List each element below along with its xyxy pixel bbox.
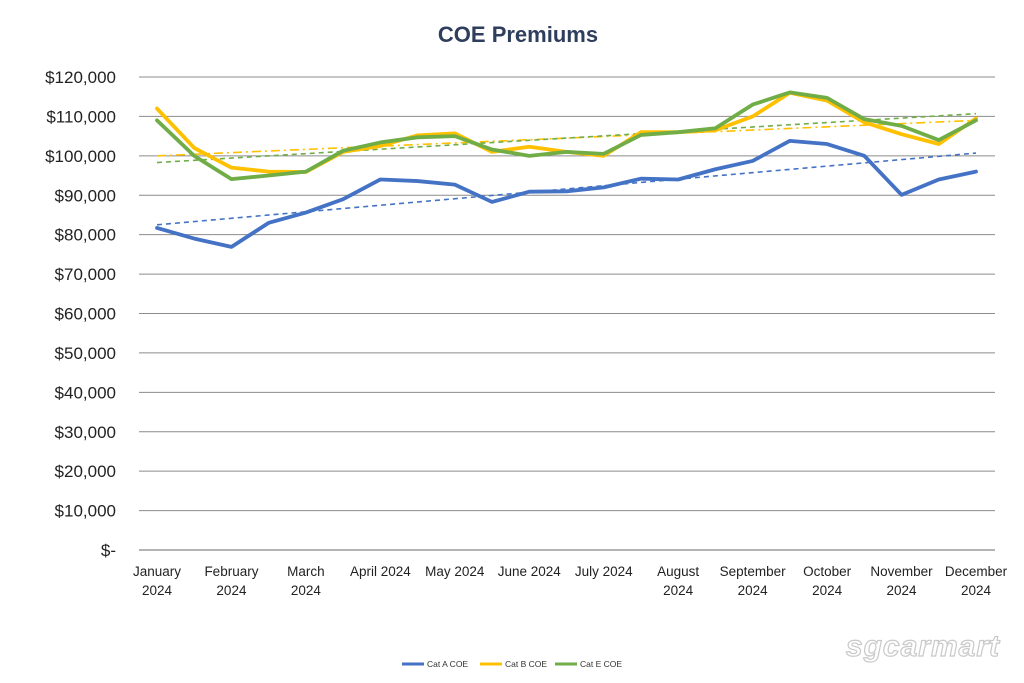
- trendline-2: [156, 119, 977, 157]
- x-tick-label: July 2024: [575, 564, 633, 579]
- x-tick-label: May 2024: [425, 564, 485, 579]
- x-axis: January 2024 February 2024 March 2024 April 20…: [133, 564, 1008, 598]
- x-tick-label: October: [803, 564, 852, 579]
- x-tick-label-line2: 2024: [291, 583, 322, 598]
- gridlines: [139, 76, 995, 551]
- chart-title: COE Premiums: [438, 22, 598, 47]
- y-tick-label: $100,000: [45, 147, 116, 166]
- legend-label: Cat E COE: [580, 659, 622, 669]
- series-line-3: [155, 90, 978, 181]
- x-tick-label: August: [657, 564, 699, 579]
- x-tick-label-line2: 2024: [738, 583, 769, 598]
- legend: Cat A COE Cat B COE Cat E COE: [402, 659, 622, 669]
- x-tick-label: December: [945, 564, 1008, 579]
- x-tick-label-line2: 2024: [216, 583, 247, 598]
- trendlines: [156, 112, 977, 226]
- y-tick-label: $-: [101, 541, 116, 560]
- y-tick-label: $80,000: [55, 226, 116, 245]
- x-tick-label: March: [287, 564, 325, 579]
- y-tick-label: $20,000: [55, 462, 116, 481]
- x-tick-label-line2: 2024: [961, 583, 992, 598]
- y-tick-label: $30,000: [55, 423, 116, 442]
- trendline-3: [156, 112, 977, 164]
- legend-label: Cat A COE: [427, 659, 468, 669]
- y-tick-label: $40,000: [55, 383, 116, 402]
- y-axis: $- $10,000 $20,000 $30,000 $40,000 $50,000 $60…: [45, 68, 116, 560]
- x-tick-label: January: [133, 564, 181, 579]
- x-tick-label-line2: 2024: [663, 583, 694, 598]
- y-tick-label: $120,000: [45, 68, 116, 87]
- x-tick-label-line2: 2024: [887, 583, 918, 598]
- y-tick-label: $110,000: [46, 107, 116, 126]
- x-tick-label-line2: 2024: [142, 583, 173, 598]
- y-tick-label: $50,000: [55, 344, 116, 363]
- watermark-logo: sgcarmart: [846, 630, 1001, 663]
- x-tick-label: September: [720, 564, 787, 579]
- x-tick-label: June 2024: [498, 564, 562, 579]
- y-tick-label: $90,000: [55, 186, 116, 205]
- x-tick-label-line2: 2024: [812, 583, 843, 598]
- y-tick-label: $70,000: [55, 265, 116, 284]
- y-tick-label: $60,000: [55, 305, 116, 324]
- trendline-1: [156, 152, 977, 226]
- y-tick-label: $10,000: [55, 502, 116, 521]
- x-tick-label: February: [204, 564, 258, 579]
- legend-label: Cat B COE: [505, 659, 547, 669]
- series-lines: [155, 90, 978, 249]
- series-line-1: [155, 138, 978, 249]
- x-tick-label: November: [870, 564, 933, 579]
- x-tick-label: April 2024: [350, 564, 411, 579]
- series-line-2: [155, 90, 978, 174]
